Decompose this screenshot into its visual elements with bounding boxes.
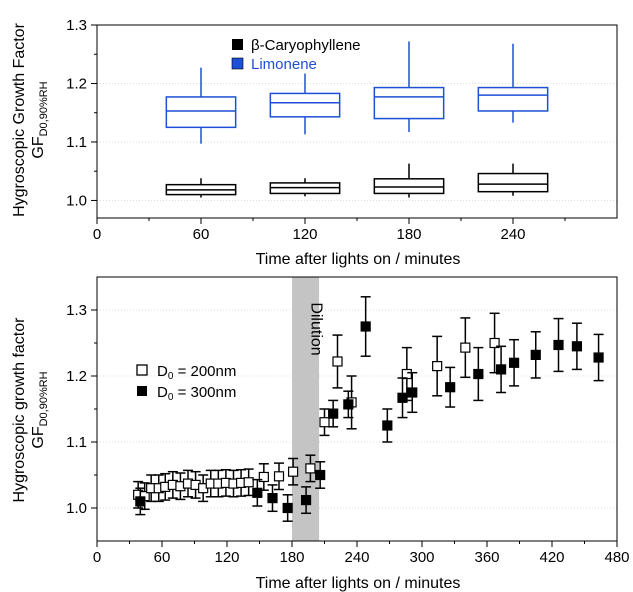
box — [269, 92, 341, 118]
box — [477, 86, 549, 112]
y-tick-label: 1.0 — [66, 192, 87, 209]
data-point-300nm — [495, 364, 507, 375]
x-tick-label: 180 — [396, 226, 421, 243]
legend-swatch-limonene — [231, 57, 244, 70]
bottom-chart: Dilution 0 60 120 180 240 300 360 420 480 1.0 1.1 1… — [11, 276, 630, 592]
data-point-200nm — [460, 342, 471, 353]
box — [373, 178, 445, 195]
bottom-chart-points — [133, 296, 604, 522]
y-tick-label: 1.1 — [66, 134, 87, 151]
bottom-chart-y-axis-title-subscript: D0,90%RH — [38, 371, 50, 426]
x-tick-label: 60 — [154, 549, 171, 566]
legend-label-300nm-d: D — [157, 384, 168, 401]
data-point-300nm — [407, 387, 418, 398]
data-point-300nm — [300, 494, 312, 506]
x-tick-label: 180 — [279, 549, 304, 566]
data-point-300nm — [553, 339, 564, 351]
dilution-label: Dilution — [308, 302, 325, 355]
data-point-300nm — [473, 368, 484, 380]
legend-label-200nm-sub: 0 — [168, 371, 174, 382]
legend-label-300nm-sub: 0 — [168, 392, 174, 403]
data-point-200nm — [305, 463, 316, 474]
x-tick-label: 0 — [93, 226, 101, 243]
data-point-300nm — [397, 392, 408, 403]
top-chart: 0 60 120 180 240 1.0 1.1 1.2 1.3 β-Caryophyllene… — [11, 17, 618, 268]
data-point-200nm — [258, 471, 269, 483]
x-tick-label: 120 — [292, 226, 317, 243]
data-point-300nm — [135, 496, 146, 507]
x-tick-label: 0 — [93, 549, 101, 566]
legend-marker-300nm — [137, 386, 147, 396]
data-point-300nm — [382, 420, 393, 431]
x-tick-label: 360 — [474, 549, 499, 566]
data-point-300nm — [252, 487, 263, 498]
data-point-300nm — [445, 382, 456, 393]
data-point-200nm — [287, 466, 299, 477]
top-chart-y-axis-title-line2: GFD0,90%RH — [30, 81, 50, 158]
data-point-200nm — [319, 417, 330, 428]
legend-label-300nm: D0 = 300nm — [157, 384, 236, 403]
data-point-300nm — [267, 493, 278, 504]
y-tick-label: 1.3 — [66, 302, 87, 319]
data-point-200nm — [243, 477, 254, 488]
box — [477, 172, 549, 193]
x-tick-label: 480 — [604, 549, 629, 566]
box — [373, 86, 445, 120]
y-tick-label: 1.0 — [66, 500, 87, 517]
bottom-chart-y-axis-title-line1: Hygroscopic growth factor — [11, 317, 28, 503]
data-point-300nm — [328, 408, 339, 419]
bottom-chart-y-axis-title: Hygroscopic growth factor GFD0,90%RH — [11, 317, 50, 503]
legend-swatch-caryophyllene — [232, 39, 243, 50]
bottom-chart-y-axis-title-gf: GF — [30, 426, 47, 448]
data-point-300nm — [593, 352, 604, 363]
data-point-300nm — [530, 349, 541, 360]
data-point-300nm — [343, 399, 354, 410]
legend-label-300nm-rest: = 300nm — [173, 384, 236, 401]
x-tick-label: 240 — [500, 226, 525, 243]
box — [165, 96, 237, 129]
bottom-chart-ticks: 0 60 120 180 240 300 360 420 480 1.0 1.1 1.2 1.3 — [66, 302, 629, 566]
bottom-chart-legend: D0 = 200nm D0 = 300nm — [136, 363, 236, 403]
y-tick-label: 1.3 — [66, 17, 87, 34]
data-point-300nm — [508, 357, 520, 368]
legend-label-200nm-d: D — [157, 363, 168, 380]
data-point-200nm — [432, 361, 443, 372]
top-chart-y-axis-title-line1: Hygroscopic Growth Factor — [11, 22, 28, 217]
data-point-300nm — [282, 502, 293, 514]
top-chart-ticks: 0 60 120 180 240 1.0 1.1 1.2 1.3 — [66, 17, 566, 243]
data-point-200nm — [273, 471, 285, 482]
legend-marker-200nm — [136, 364, 148, 376]
data-point-300nm — [315, 469, 326, 481]
top-chart-y-axis-title: Hygroscopic Growth Factor GFD0,90%RH — [11, 22, 50, 217]
bottom-chart-x-axis-title: Time after lights on / minutes — [256, 575, 461, 592]
top-chart-x-axis-title: Time after lights on / minutes — [256, 251, 461, 268]
top-chart-legend: β-Caryophyllene Limonene — [231, 37, 361, 73]
bottom-chart-y-axis-title-line2: GFD0,90%RH — [30, 371, 50, 448]
top-chart-y-axis-title-gf: GF — [30, 136, 47, 158]
data-point-200nm — [489, 337, 500, 349]
x-tick-label: 60 — [193, 226, 210, 243]
x-tick-label: 300 — [409, 549, 434, 566]
x-tick-label: 420 — [539, 549, 564, 566]
legend-label-caryophyllene: β-Caryophyllene — [251, 37, 361, 54]
data-point-300nm — [571, 341, 583, 352]
top-chart-y-axis-title-subscript: D0,90%RH — [38, 81, 50, 136]
legend-label-limonene: Limonene — [251, 56, 317, 73]
y-tick-label: 1.1 — [66, 434, 87, 451]
x-tick-label: 120 — [214, 549, 239, 566]
x-tick-label: 240 — [344, 549, 369, 566]
data-point-200nm — [401, 368, 412, 380]
y-tick-label: 1.2 — [66, 75, 87, 92]
data-point-300nm — [360, 321, 371, 332]
legend-label-200nm: D0 = 200nm — [157, 363, 236, 382]
top-chart-boxes — [165, 41, 549, 198]
data-point-200nm — [332, 356, 343, 367]
y-tick-label: 1.2 — [66, 368, 87, 385]
legend-label-200nm-rest: = 200nm — [173, 363, 236, 380]
